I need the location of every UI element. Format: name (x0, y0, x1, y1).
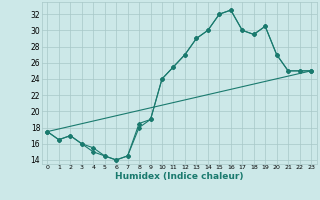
X-axis label: Humidex (Indice chaleur): Humidex (Indice chaleur) (115, 172, 244, 181)
